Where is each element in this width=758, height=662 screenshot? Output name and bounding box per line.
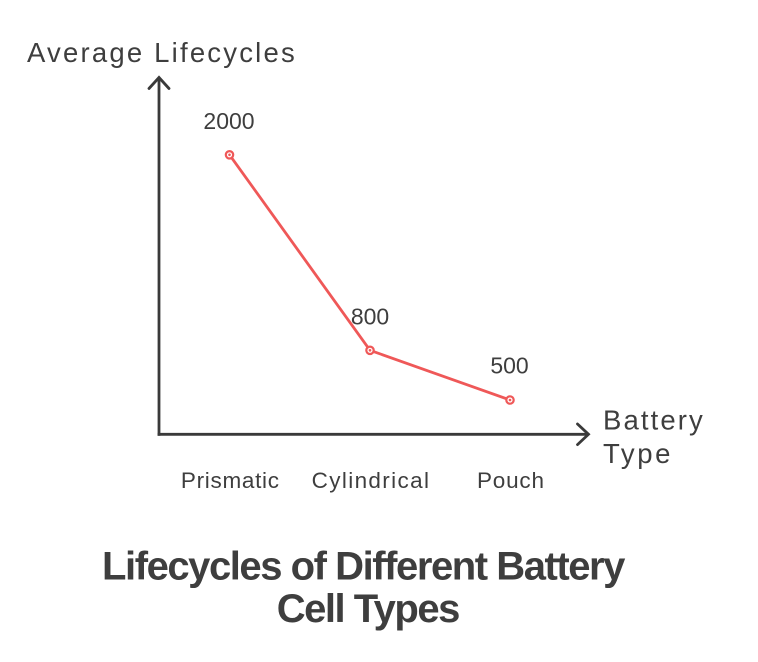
svg-text:Lifecycles of Different Batter: Lifecycles of Different Battery xyxy=(102,545,626,589)
svg-text:500: 500 xyxy=(490,353,528,379)
svg-text:Cell Types: Cell Types xyxy=(277,587,459,631)
svg-text:Battery: Battery xyxy=(603,405,705,436)
svg-text:Average Lifecycles: Average Lifecycles xyxy=(27,37,297,68)
svg-text:Cylindrical: Cylindrical xyxy=(312,468,431,493)
svg-text:Pouch: Pouch xyxy=(477,468,545,493)
svg-text:2000: 2000 xyxy=(203,108,254,134)
svg-text:Type: Type xyxy=(603,438,673,469)
svg-text:800: 800 xyxy=(351,304,389,330)
svg-text:Prismatic: Prismatic xyxy=(181,468,280,493)
